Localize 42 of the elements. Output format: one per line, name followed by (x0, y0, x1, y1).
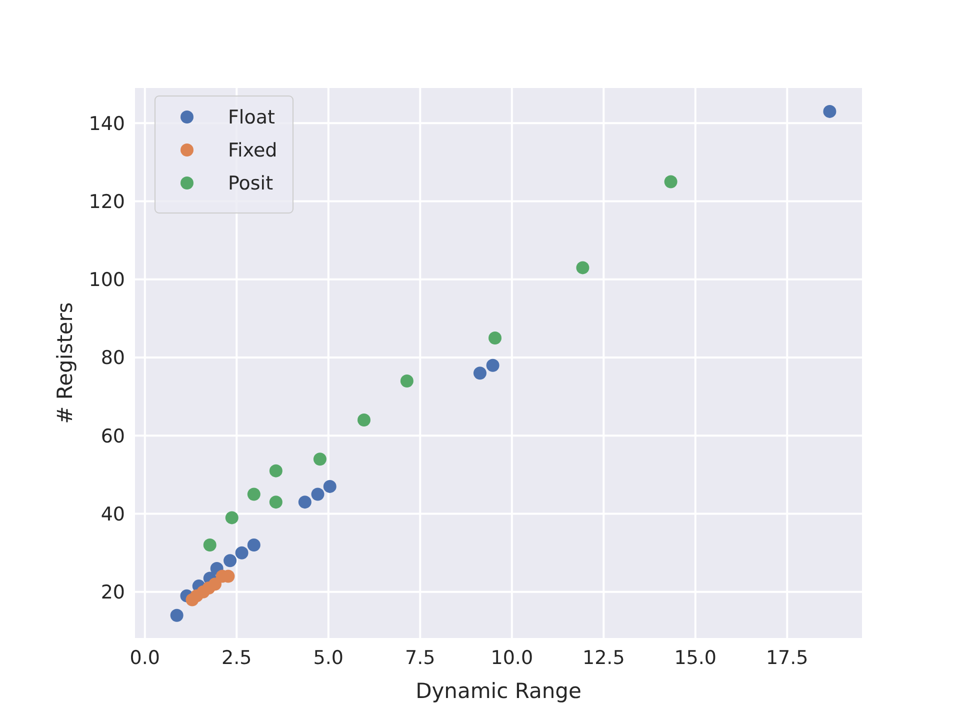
point (170, 608, 184, 622)
x-tick-label: 2.5 (222, 647, 252, 669)
x-tick-label: 10.0 (490, 647, 534, 669)
point (664, 175, 678, 188)
x-tick-label: 17.5 (766, 647, 808, 669)
y-tick-label: 80 (100, 347, 125, 370)
point (313, 452, 326, 466)
y-tick-label: 100 (88, 269, 125, 292)
y-tick-label: 20 (100, 582, 125, 604)
point (488, 332, 502, 344)
point (203, 538, 216, 552)
y-tick-label: 40 (100, 503, 125, 526)
point (358, 414, 370, 427)
x-tick-label: 5.0 (313, 647, 344, 669)
point (400, 374, 414, 388)
x-axis-title: Dynamic Range (416, 679, 582, 703)
point (224, 554, 237, 568)
point (323, 480, 336, 493)
point (269, 464, 282, 478)
x-tick-label: 0.0 (130, 647, 160, 669)
y-tick-label: 140 (88, 112, 125, 135)
point (576, 261, 590, 274)
point (473, 366, 486, 380)
y-axis-title: # Registers (53, 302, 77, 424)
legend-label: Posit (228, 172, 274, 195)
x-tick-label: 12.5 (582, 647, 625, 669)
x-tick-label: 7.5 (405, 647, 436, 669)
point (311, 488, 324, 501)
point (235, 546, 248, 560)
point (247, 488, 260, 501)
point (298, 496, 312, 509)
y-tick-label: 120 (88, 190, 125, 213)
y-tick-label: 60 (100, 425, 125, 448)
point (486, 358, 500, 372)
point (823, 104, 836, 118)
point (247, 538, 260, 552)
point (225, 511, 238, 524)
point (208, 578, 222, 591)
point (269, 496, 282, 509)
x-tick-label: 15.0 (674, 647, 717, 669)
legend-label: Float (228, 106, 275, 129)
legend-label: Fixed (228, 140, 278, 162)
